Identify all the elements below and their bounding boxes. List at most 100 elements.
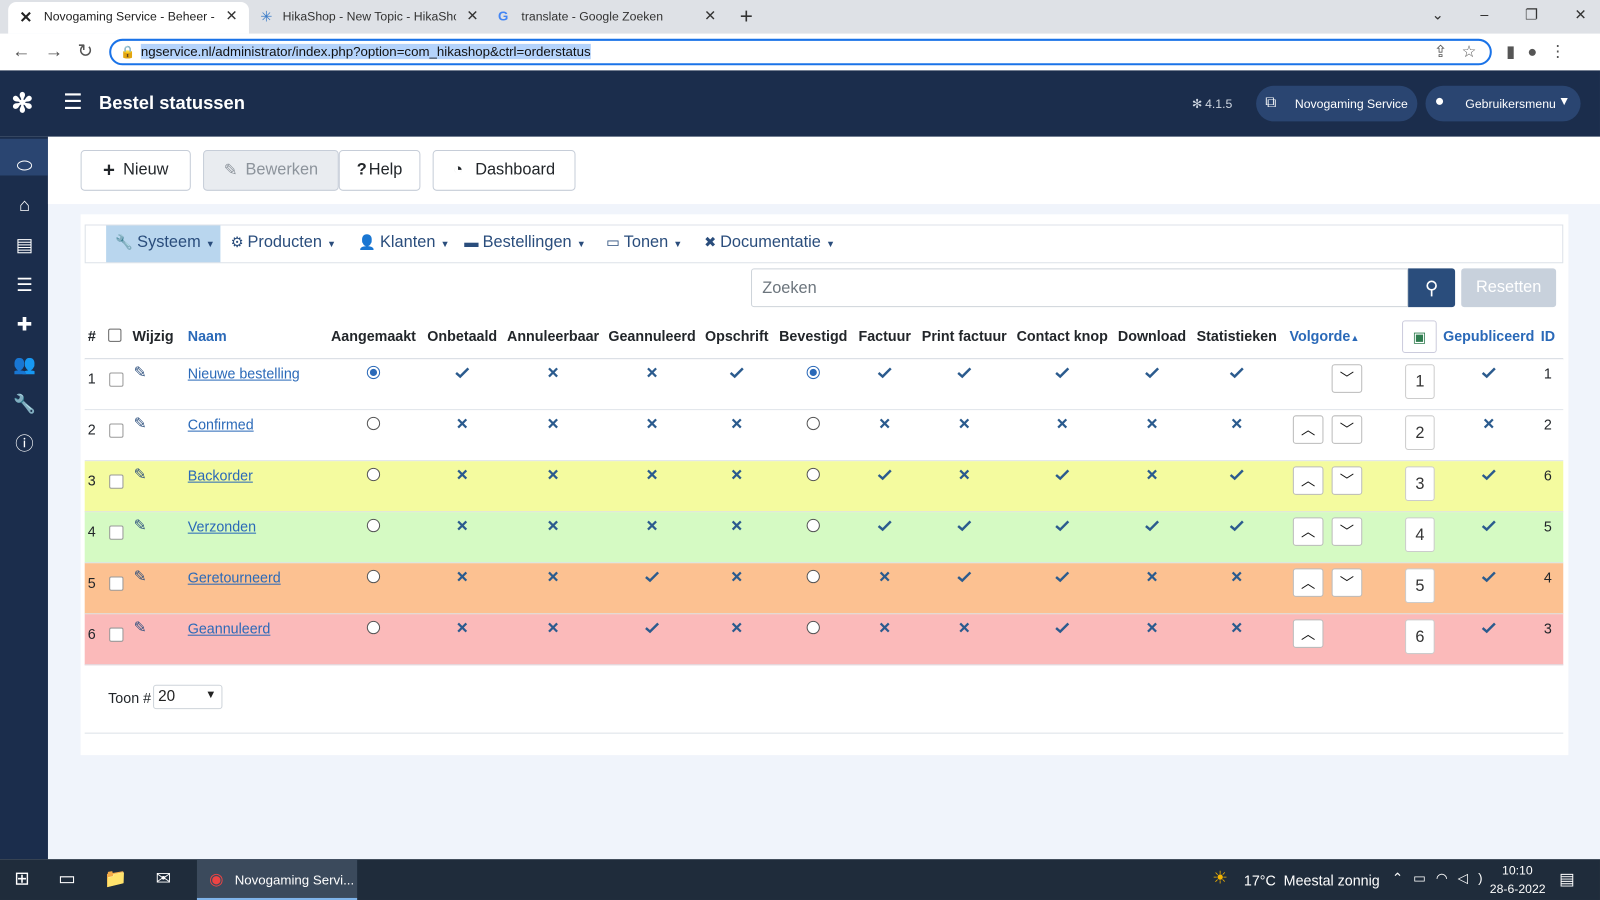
status-name[interactable]: Geannuleerd xyxy=(187,620,271,637)
menu-active[interactable] xyxy=(106,225,221,263)
flag xyxy=(731,622,742,633)
order-input[interactable]: 1 xyxy=(1405,364,1435,399)
pagination-select[interactable]: 20 ▼ xyxy=(153,684,223,710)
new-tab[interactable]: + xyxy=(739,3,753,29)
order-arrow[interactable]: ︿ xyxy=(1292,517,1324,546)
btn-help[interactable]: ? Help xyxy=(338,149,421,191)
site-button[interactable] xyxy=(1256,85,1418,122)
order-input[interactable]: 6 xyxy=(1405,619,1435,655)
order-arrow[interactable]: ︿ xyxy=(1292,568,1324,597)
column-header: Aangemaakt xyxy=(330,327,416,344)
order-arrow[interactable]: ﹀ xyxy=(1331,364,1363,393)
search-input[interactable] xyxy=(751,268,1409,308)
tab-close[interactable]: ✕ xyxy=(466,7,479,24)
tab-title[interactable]: translate - Google Zoeken xyxy=(521,9,664,24)
tab-title[interactable]: HikaShop - New Topic - HikaSho xyxy=(282,9,457,24)
row-id: 6 xyxy=(1543,467,1552,484)
order-arrow[interactable]: ﹀ xyxy=(1331,568,1363,597)
btn-dashboard[interactable]: ◔ Dashboard xyxy=(432,149,576,191)
url[interactable]: ngservice.nl/administrator/index.php?opt… xyxy=(140,43,591,60)
order-input[interactable]: 2 xyxy=(1405,415,1435,450)
menu-item[interactable]: ✖ Documentatie ▼ xyxy=(704,234,835,252)
weather-icon: ☀ xyxy=(1212,868,1228,888)
tab-title[interactable]: Novogaming Service - Beheer - E xyxy=(43,9,218,24)
address-actions[interactable]: ⇪☆ xyxy=(1433,43,1491,62)
column-header: Annuleerbaar xyxy=(507,327,600,344)
joomla-logo[interactable]: ✻ xyxy=(11,87,34,119)
check-path xyxy=(1481,571,1496,583)
order-arrow[interactable]: ︿ xyxy=(1292,415,1324,444)
tab-close[interactable]: ✕ xyxy=(225,7,238,24)
edit-icon[interactable]: ✎ xyxy=(133,364,147,382)
menu-item[interactable]: ⚙ Producten ▼ xyxy=(231,234,337,252)
order-input[interactable]: 5 xyxy=(1405,568,1435,604)
status-name[interactable]: Nieuwe bestelling xyxy=(187,365,300,382)
cross-path xyxy=(1231,622,1242,633)
user-menu[interactable] xyxy=(1425,85,1581,122)
taskbar-icons[interactable]: ⊞▭📁✉ xyxy=(14,868,200,889)
search-button[interactable]: ⚲ xyxy=(1408,268,1456,308)
version-icon: ✻ xyxy=(1191,96,1203,112)
header-checkbox[interactable] xyxy=(108,328,122,342)
cross-path xyxy=(548,520,558,531)
reset-button[interactable]: Resetten xyxy=(1461,268,1557,308)
order-input[interactable]: 3 xyxy=(1405,466,1435,502)
edit-icon[interactable]: ✎ xyxy=(133,415,147,433)
edit-icon[interactable]: ✎ xyxy=(133,466,147,484)
flag xyxy=(548,469,558,480)
status-name[interactable]: Confirmed xyxy=(187,416,254,433)
save-order[interactable]: ▣ xyxy=(1402,320,1437,354)
order-arrow[interactable]: ︿ xyxy=(1292,619,1324,648)
check-path xyxy=(729,367,744,379)
chrome-icon: ◉ xyxy=(209,871,224,889)
user-label[interactable]: Gebruikersmenu xyxy=(1465,96,1556,112)
check-path xyxy=(877,520,892,532)
page-title: Bestel statussen xyxy=(98,92,245,114)
status-name[interactable]: Geretourneerd xyxy=(187,569,281,586)
sidebar-active[interactable] xyxy=(0,138,48,176)
site-label[interactable]: Novogaming Service xyxy=(1294,96,1408,112)
sidebar-icons[interactable]: ⬭ ⌂ ▤ ☰ ✚ 👥 🔧 ⓘ xyxy=(13,155,36,455)
menu-item[interactable]: 🔧 Systeem ▼ xyxy=(115,234,215,252)
clock-time: 10:10 xyxy=(1502,863,1533,878)
order-arrow[interactable]: ︿ xyxy=(1292,466,1324,495)
row-checkbox[interactable] xyxy=(109,372,124,387)
row-checkbox[interactable] xyxy=(109,423,124,438)
flag xyxy=(877,469,892,481)
notifications[interactable]: ▤ xyxy=(1559,871,1575,889)
flag xyxy=(1055,520,1070,532)
flag xyxy=(1055,571,1070,583)
order-input[interactable]: 4 xyxy=(1405,517,1435,553)
menu-item[interactable]: ▬ Bestellingen ▼ xyxy=(464,234,586,252)
row-checkbox[interactable] xyxy=(109,474,124,489)
row-number: 3 xyxy=(87,472,96,489)
menu-item[interactable]: ▭ Tonen ▼ xyxy=(606,234,682,252)
row-number: 1 xyxy=(87,370,96,387)
order-arrow[interactable]: ﹀ xyxy=(1331,466,1363,495)
window-controls[interactable]: ⌄–❐✕ xyxy=(1431,6,1587,23)
tray-icons[interactable]: ⌃▭◠◁) xyxy=(1391,870,1493,886)
btn-new[interactable]: + Nieuw xyxy=(80,149,191,191)
radio xyxy=(366,416,381,431)
check-path xyxy=(1481,367,1496,379)
order-arrow[interactable]: ﹀ xyxy=(1331,415,1363,444)
active-tab[interactable] xyxy=(8,2,249,34)
edit-icon[interactable]: ✎ xyxy=(133,619,147,637)
row-checkbox[interactable] xyxy=(109,627,124,642)
tab-icon: G xyxy=(497,8,509,24)
order-arrow[interactable]: ﹀ xyxy=(1331,517,1363,546)
tab-close[interactable]: ✕ xyxy=(704,7,717,24)
browser-actions[interactable]: ▮●⋮ xyxy=(1506,43,1579,62)
edit-icon[interactable]: ✎ xyxy=(133,568,147,586)
edit-icon[interactable]: ✎ xyxy=(133,517,147,535)
nav-buttons[interactable]: ←→↻ xyxy=(12,40,108,62)
status-name[interactable]: Verzonden xyxy=(187,518,257,535)
taskbar-app[interactable] xyxy=(196,859,358,900)
version: 4.1.5 xyxy=(1205,96,1233,112)
row-checkbox[interactable] xyxy=(109,525,124,540)
menu-item[interactable]: 👤 Klanten ▼ xyxy=(358,234,449,252)
tab-strip xyxy=(0,0,1600,34)
status-name[interactable]: Backorder xyxy=(187,467,253,484)
row-checkbox[interactable] xyxy=(109,576,124,591)
